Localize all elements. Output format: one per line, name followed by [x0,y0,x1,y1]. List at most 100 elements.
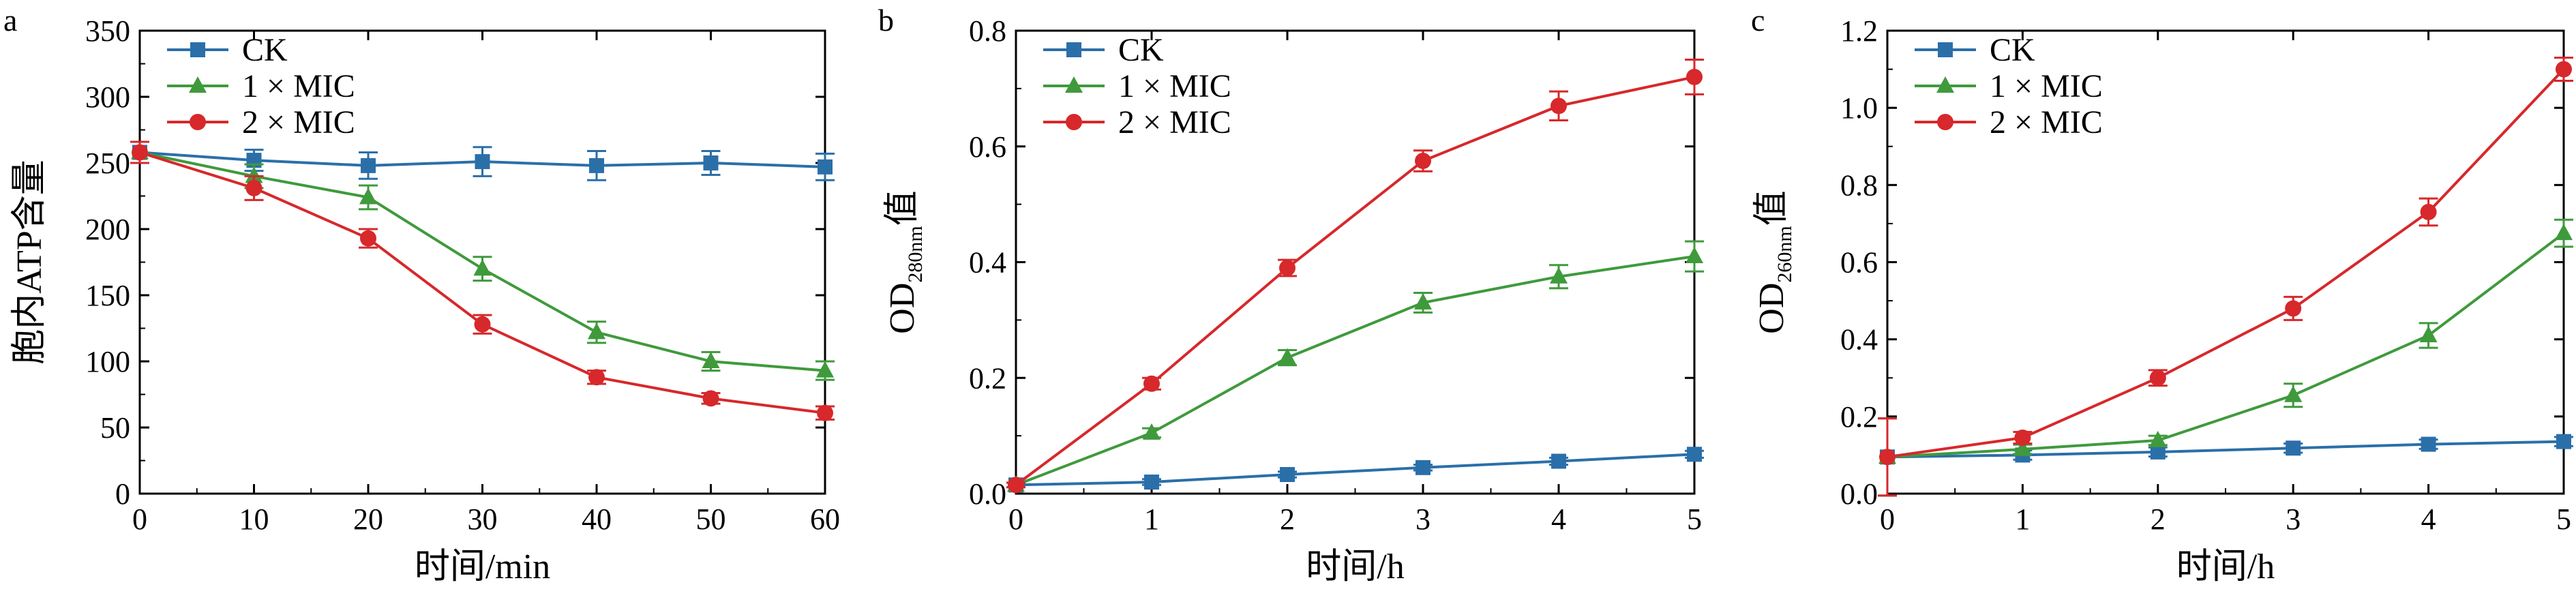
y-tick-label: 1.0 [1840,91,1878,125]
y-tick-label: 0.0 [969,477,1006,511]
data-point [588,369,605,386]
y-tick-label: 300 [85,80,130,114]
legend-label: 2 × MIC [1118,104,1231,140]
data-point [361,158,376,173]
data-point [245,179,263,196]
data-point [1686,247,1703,264]
y-tick-label: 0.2 [1840,400,1878,434]
data-point [245,166,263,183]
data-point [132,144,148,161]
x-tick-label: 2 [2151,502,2166,536]
legend-marker [1938,42,1953,57]
data-point [588,322,605,340]
data-point [2013,439,2032,456]
legend-label: CK [242,32,288,68]
data-point [703,155,719,170]
x-axis-label: 时间/h [1306,548,1404,586]
data-point [1143,423,1160,440]
data-point [359,188,377,205]
x-tick-label: 1 [2015,502,2030,536]
data-point [702,390,719,407]
data-point [2421,436,2436,452]
x-tick-label: 60 [810,502,840,536]
data-point [2150,444,2166,460]
y-axis-label-suffix: 值 [1752,190,1791,226]
y-axis-label-main: OD [1752,283,1791,334]
data-point [1144,475,1159,490]
data-point [474,316,491,333]
y-tick-label: 100 [85,345,130,378]
y-tick-label: 350 [85,14,130,48]
x-tick-label: 4 [2421,502,2436,536]
data-point [2285,300,2302,317]
data-point [2420,203,2437,220]
data-point [2556,434,2571,449]
legend-label: CK [1118,32,1164,68]
series-line [139,151,826,415]
plot-frame [1886,29,2565,495]
data-point [2014,429,2031,446]
data-point [818,159,833,175]
legend-marker [189,76,207,93]
data-point [816,361,834,378]
series-line [1015,453,1695,487]
data-point [1550,267,1568,284]
y-tick-label: 0.0 [1840,477,1878,511]
legend-marker [1937,114,1953,130]
y-tick-label: 0.6 [1840,246,1878,280]
legend-marker [190,114,206,130]
series-line [1887,68,2565,459]
legend-label: 1 × MIC [1990,68,2103,104]
legend-marker [190,42,205,57]
x-tick-label: 30 [468,502,498,536]
data-point [589,158,604,173]
data-point [1415,152,1431,169]
y-axis-label: 胞内ATP含量 [10,160,49,364]
x-tick-label: 50 [696,502,726,536]
data-point [1551,453,1566,469]
x-tick-label: 40 [582,502,612,536]
x-tick-label: 0 [1880,502,1895,536]
x-tick-label: 0 [1008,502,1023,536]
data-point [1686,68,1703,85]
x-axis-label: 时间/min [415,548,550,586]
panel-c: 0 1 2 3 4 5 0.0 0.2 0.4 0.6 0.8 1.0 1.2 c 时间/h OD260nm值… [1751,3,2573,586]
y-tick-label: 0 [115,477,130,511]
y-axis-label-subscript: 260nm [1773,226,1796,282]
y-axis-label-subscript: 280nm [904,226,927,282]
series-line [1015,255,1695,487]
x-tick-label: 5 [2556,502,2571,536]
legend-label: CK [1990,32,2035,68]
y-axis-label-suffix: 值 [883,190,922,226]
panel-b: 0 1 2 3 4 5 0.0 0.2 0.4 0.6 0.8 b 时间/h OD280nm值 CK1 × … [878,3,1704,586]
x-tick-label: 3 [2286,502,2301,536]
data-point [1414,292,1432,310]
y-tick-label: 200 [85,213,130,246]
y-tick-label: 0.4 [1840,323,1878,357]
series-line [1887,440,2564,459]
legend-label: 1 × MIC [1118,68,1231,104]
y-tick-label: 1.2 [1840,14,1878,48]
legend-label: 2 × MIC [242,104,355,140]
y-tick-label: 150 [85,279,130,312]
data-point [475,154,490,170]
legend-label: 1 × MIC [242,68,355,104]
data-point [1008,477,1024,494]
data-point [702,352,720,368]
y-tick-label: 250 [85,147,130,180]
panel-letter: a [3,3,17,38]
data-point [2284,385,2303,402]
legend-marker [1066,114,1082,130]
x-tick-label: 5 [1687,502,1702,536]
y-tick-label: 0.8 [969,14,1006,48]
data-point [2149,370,2166,387]
x-tick-label: 4 [1551,502,1566,536]
data-point [1687,447,1702,462]
y-tick-label: 0.2 [969,361,1006,395]
data-point [1279,259,1296,276]
data-point [1280,466,1295,482]
data-point [1143,375,1160,392]
data-point [2419,326,2438,343]
